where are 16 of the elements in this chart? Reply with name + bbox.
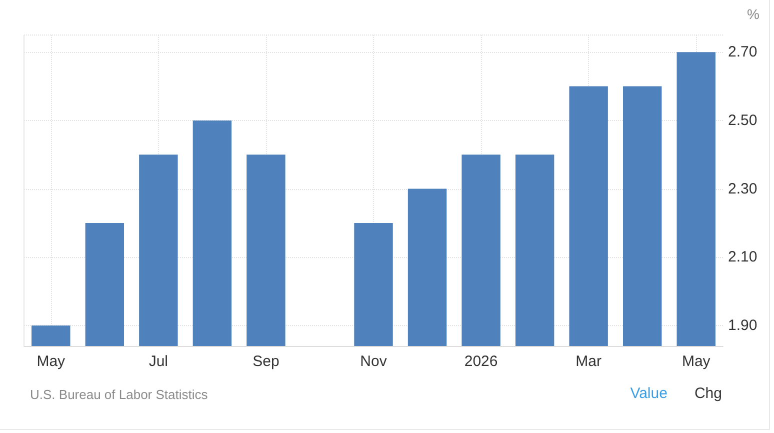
y-tick-label: 2.10 xyxy=(728,248,758,266)
y-tick-label: 2.50 xyxy=(728,112,758,129)
x-tick-label: May xyxy=(682,353,711,370)
y-tick-label: 1.90 xyxy=(728,316,758,334)
x-tick-label: Mar xyxy=(576,353,602,370)
x-tick-label: Jul xyxy=(148,353,168,370)
x-tick-label: Nov xyxy=(360,353,388,370)
x-tick-label: 2026 xyxy=(464,353,498,370)
text: Value xyxy=(630,385,668,403)
y-axis-title: % xyxy=(747,6,760,22)
x-tick-label: Sep xyxy=(252,353,280,370)
text: U.S. Bureau of Labor Statistics xyxy=(30,387,208,402)
y-tick-label: 2.70 xyxy=(728,44,758,61)
y-tick-label: 2.30 xyxy=(728,180,758,198)
x-tick-label: May xyxy=(36,353,66,370)
text: Chg xyxy=(694,385,722,403)
